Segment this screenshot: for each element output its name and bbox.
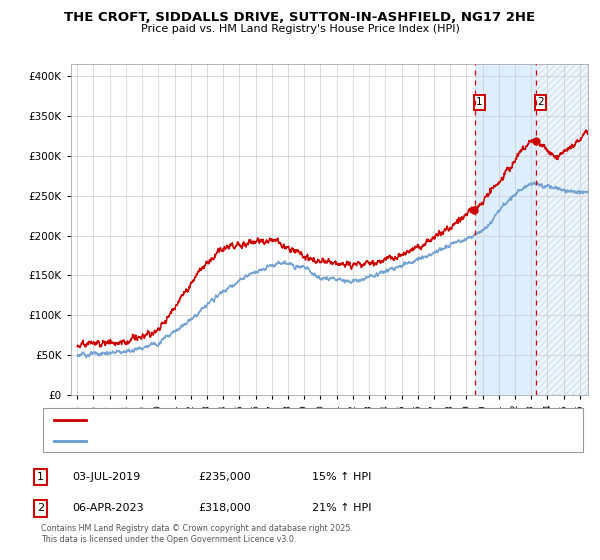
Text: 06-APR-2023: 06-APR-2023 [72,503,143,514]
Text: 2: 2 [37,503,44,514]
Text: £318,000: £318,000 [198,503,251,514]
Text: £235,000: £235,000 [198,472,251,482]
Text: 2: 2 [537,97,544,108]
Text: Contains HM Land Registry data © Crown copyright and database right 2025.: Contains HM Land Registry data © Crown c… [41,524,353,533]
Text: 1: 1 [476,97,482,108]
Bar [475,64,536,395]
Bar [536,64,588,395]
Text: 15% ↑ HPI: 15% ↑ HPI [312,472,371,482]
Text: 21% ↑ HPI: 21% ↑ HPI [312,503,371,514]
Text: 03-JUL-2019: 03-JUL-2019 [72,472,140,482]
Text: Price paid vs. HM Land Registry's House Price Index (HPI): Price paid vs. HM Land Registry's House … [140,24,460,34]
Text: 1: 1 [37,472,44,482]
Text: This data is licensed under the Open Government Licence v3.0.: This data is licensed under the Open Gov… [41,535,296,544]
Text: THE CROFT, SIDDALLS DRIVE, SUTTON-IN-ASHFIELD, NG17 2HE: THE CROFT, SIDDALLS DRIVE, SUTTON-IN-ASH… [64,11,536,24]
Text: HPI: Average price, detached house, Ashfield: HPI: Average price, detached house, Ashf… [94,436,308,445]
Text: THE CROFT, SIDDALLS DRIVE, SUTTON-IN-ASHFIELD, NG17 2HE (detached house): THE CROFT, SIDDALLS DRIVE, SUTTON-IN-ASH… [94,416,479,425]
